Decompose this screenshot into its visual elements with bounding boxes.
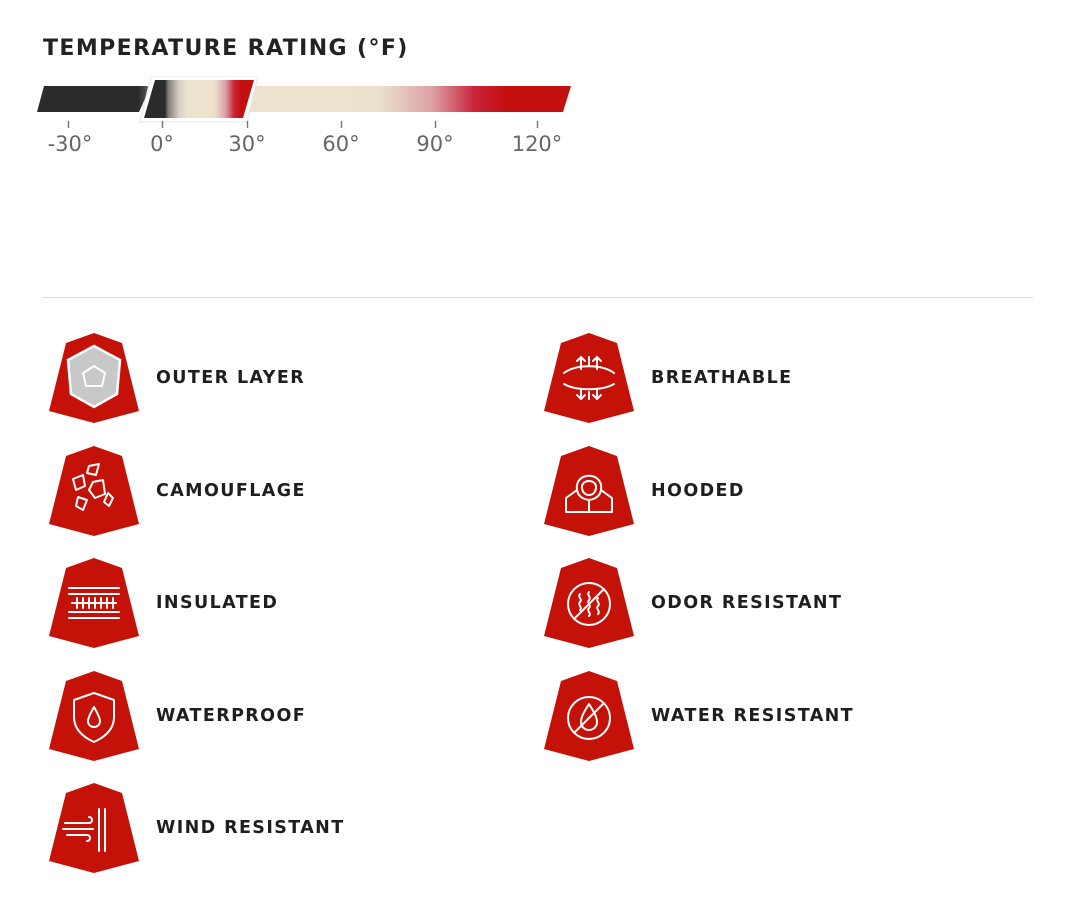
feature-label-odor-resistant: ODOR RESISTANT — [651, 593, 843, 613]
feature-breathable: BREATHABLE — [544, 333, 964, 423]
feature-outer-layer: OUTER LAYER — [49, 333, 469, 423]
temperature-gradient — [37, 86, 571, 112]
feature-wind-resistant: WIND RESISTANT — [49, 783, 469, 873]
feature-odor-resistant: ODOR RESISTANT — [544, 558, 964, 648]
tick-label-120: 120° — [511, 132, 563, 156]
feature-label-wind-resistant: WIND RESISTANT — [156, 818, 345, 838]
tick-label-90: 90° — [416, 132, 454, 156]
tick-label-30: 30° — [228, 132, 266, 156]
feature-label-insulated: INSULATED — [156, 593, 279, 613]
camouflage-icon — [49, 446, 139, 536]
water-resistant-icon — [544, 671, 634, 761]
feature-water-resistant: WATER RESISTANT — [544, 671, 964, 761]
odor-resistant-icon — [544, 558, 634, 648]
feature-label-water-resistant: WATER RESISTANT — [651, 706, 855, 726]
temperature-bar — [37, 76, 571, 128]
feature-waterproof: WATERPROOF — [49, 671, 469, 761]
tick-label-60: 60° — [322, 132, 360, 156]
temperature-range-fill — [144, 80, 254, 118]
feature-label-camouflage: CAMOUFLAGE — [156, 481, 306, 501]
temperature-rating-title: TEMPERATURE RATING (°F) — [43, 36, 409, 61]
feature-label-waterproof: WATERPROOF — [156, 706, 307, 726]
hooded-icon — [544, 446, 634, 536]
outer-layer-icon — [49, 333, 139, 423]
feature-label-hooded: HOODED — [651, 481, 745, 501]
feature-insulated: INSULATED — [49, 558, 469, 648]
temperature-scale: -30° 0° 30° 60° 90° 120° — [34, 76, 574, 166]
tick-label-0: 0° — [150, 132, 174, 156]
tick-label-minus-30: -30° — [47, 132, 93, 156]
section-divider — [42, 297, 1033, 298]
waterproof-icon — [49, 671, 139, 761]
feature-camouflage: CAMOUFLAGE — [49, 446, 469, 536]
breathable-icon — [544, 333, 634, 423]
insulated-icon — [49, 558, 139, 648]
feature-label-outer-layer: OUTER LAYER — [156, 368, 306, 388]
feature-label-breathable: BREATHABLE — [651, 368, 793, 388]
feature-hooded: HOODED — [544, 446, 964, 536]
wind-resistant-icon — [49, 783, 139, 873]
